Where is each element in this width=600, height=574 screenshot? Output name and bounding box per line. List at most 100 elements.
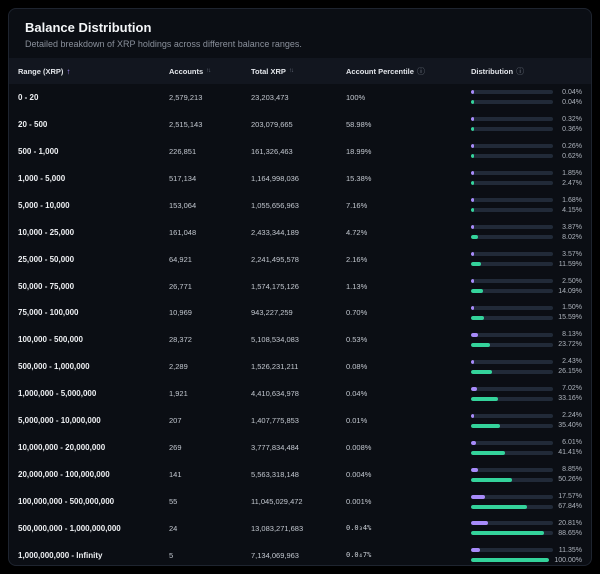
cumulative-bar-track — [471, 369, 553, 374]
distribution-cell: 17.57% 67.84% — [471, 493, 582, 510]
account-percentile-cell: 0.008% — [346, 443, 372, 453]
cumulative-bar-fill — [471, 127, 474, 132]
table-row[interactable]: 5,000 - 10,000 153,064 1,055,656,963 7.1… — [9, 192, 591, 219]
cumulative-bar-row: 0.04% — [471, 99, 582, 106]
column-header-range-label: Range (XRP) — [18, 66, 64, 76]
table-row[interactable]: 10,000 - 25,000 161,048 2,433,344,189 4.… — [9, 219, 591, 246]
cumulative-bar-fill — [471, 181, 474, 186]
share-percent-label: 3.57% — [562, 250, 582, 258]
table-row[interactable]: 20 - 500 2,515,143 203,079,665 58.98% 0.… — [9, 111, 591, 138]
share-percent-label: 2.50% — [562, 277, 582, 285]
distribution-cell: 8.85% 50.26% — [471, 466, 582, 483]
share-bar-track — [471, 90, 553, 95]
cumulative-percent-label: 50.26% — [558, 476, 582, 484]
share-bar-track — [471, 413, 553, 418]
share-percent-label: 0.26% — [562, 142, 582, 150]
share-bar-fill — [471, 521, 489, 526]
share-bar-track — [471, 117, 553, 122]
account-percentile-cell: 4.72% — [346, 227, 368, 237]
distribution-cell: 6.01% 41.41% — [471, 439, 582, 456]
table-row[interactable]: 1,000,000,000 - Infinity 5 7,134,069,963… — [9, 542, 591, 565]
cumulative-bar-fill — [471, 504, 527, 509]
column-header-accounts-label: Accounts — [169, 66, 204, 76]
distribution-cell: 8.13% 23.72% — [471, 331, 582, 348]
share-bar-fill — [471, 332, 478, 337]
share-bar-row: 1.50% — [471, 304, 582, 311]
column-header-range[interactable]: Range (XRP) ↑ — [18, 67, 169, 76]
share-bar-row: 8.13% — [471, 331, 582, 338]
table-row[interactable]: 5,000,000 - 10,000,000 207 1,407,775,853… — [9, 407, 591, 434]
cumulative-percent-label: 0.04% — [562, 98, 582, 106]
card-header: Balance Distribution Detailed breakdown … — [9, 9, 591, 58]
distribution-cell: 3.87% 8.02% — [471, 224, 582, 241]
total-xrp-cell: 161,326,463 — [251, 146, 293, 156]
share-bar-row: 17.57% — [471, 493, 582, 500]
share-percent-label: 11.35% — [558, 546, 582, 554]
distribution-cell: 1.68% 4.15% — [471, 197, 582, 214]
share-bar-track — [471, 359, 553, 364]
account-percentile-cell: 0.004% — [346, 470, 372, 480]
cumulative-bar-track — [471, 477, 553, 482]
column-header-account-percentile: Account Percentile ⓘ — [346, 66, 471, 77]
table-row[interactable]: 25,000 - 50,000 64,921 2,241,495,578 2.1… — [9, 246, 591, 273]
cumulative-bar-row: 41.41% — [471, 449, 582, 456]
cumulative-bar-fill — [471, 396, 499, 401]
accounts-cell: 1,921 — [169, 389, 188, 399]
sort-icon[interactable]: ↑↓ — [288, 68, 294, 74]
table-row[interactable]: 1,000 - 5,000 517,134 1,164,998,036 15.3… — [9, 165, 591, 192]
cumulative-bar-fill — [471, 558, 550, 563]
cumulative-bar-row: 0.62% — [471, 153, 582, 160]
cumulative-bar-row: 2.47% — [471, 180, 582, 187]
range-cell: 100,000,000 - 500,000,000 — [18, 497, 115, 507]
distribution-cell: 2.43% 26.15% — [471, 358, 582, 375]
share-percent-label: 8.85% — [562, 466, 582, 474]
column-header-accounts[interactable]: Accounts ↑↓ — [169, 67, 251, 76]
sort-icon[interactable]: ↑↓ — [206, 68, 211, 74]
table-row[interactable]: 20,000,000 - 100,000,000 141 5,563,318,1… — [9, 461, 591, 488]
table-row[interactable]: 100,000 - 500,000 28,372 5,108,534,083 0… — [9, 326, 591, 353]
info-icon[interactable]: ⓘ — [516, 66, 525, 76]
sort-ascending-icon[interactable]: ↑ — [66, 66, 71, 76]
share-bar-fill — [471, 225, 475, 230]
table-row[interactable]: 100,000,000 - 500,000,000 55 11,045,029,… — [9, 488, 591, 515]
table-row[interactable]: 1,000,000 - 5,000,000 1,921 4,410,634,97… — [9, 380, 591, 407]
account-percentile-cell: 58.98% — [346, 119, 372, 129]
cumulative-percent-label: 14.09% — [558, 287, 582, 295]
table-row[interactable]: 500,000 - 1,000,000 2,289 1,526,231,211 … — [9, 353, 591, 380]
table-row[interactable]: 10,000,000 - 20,000,000 269 3,777,834,48… — [9, 434, 591, 461]
cumulative-bar-track — [471, 423, 553, 428]
share-percent-label: 6.01% — [562, 439, 582, 447]
total-xrp-cell: 11,045,029,472 — [251, 497, 303, 507]
column-header-account-percentile-label: Account Percentile — [346, 66, 414, 76]
cumulative-bar-fill — [471, 315, 484, 320]
share-bar-track — [471, 252, 553, 257]
accounts-cell: 2,289 — [169, 362, 188, 372]
cumulative-bar-fill — [471, 289, 483, 294]
cumulative-bar-row: 50.26% — [471, 476, 582, 483]
share-bar-row: 0.04% — [471, 89, 582, 96]
page-title: Balance Distribution — [25, 20, 152, 35]
share-bar-row: 3.87% — [471, 224, 582, 231]
table-row[interactable]: 75,000 - 100,000 10,969 943,227,259 0.70… — [9, 300, 591, 327]
cumulative-bar-fill — [471, 154, 474, 159]
share-bar-fill — [471, 548, 481, 553]
table-row[interactable]: 500,000,000 - 1,000,000,000 24 13,083,27… — [9, 515, 591, 542]
column-header-total-xrp[interactable]: Total XRP ↑↓ — [251, 67, 346, 76]
account-percentile-cell: 0.04% — [346, 389, 368, 399]
share-bar-track — [471, 225, 553, 230]
total-xrp-cell: 5,108,534,083 — [251, 335, 299, 345]
info-icon[interactable]: ⓘ — [416, 66, 425, 76]
share-bar-row: 3.57% — [471, 251, 582, 258]
column-header-distribution: Distribution ⓘ — [471, 66, 582, 77]
table-header-row: Range (XRP) ↑ Accounts ↑↓ Total XRP ↑↓ A… — [9, 58, 591, 84]
account-percentile-cell: 0.0₃4% — [346, 524, 372, 533]
table-row[interactable]: 50,000 - 75,000 26,771 1,574,175,126 1.1… — [9, 273, 591, 300]
table-row[interactable]: 500 - 1,000 226,851 161,326,463 18.99% 0… — [9, 138, 591, 165]
table-row[interactable]: 0 - 20 2,579,213 23,203,473 100% 0.04% 0… — [9, 84, 591, 111]
cumulative-bar-fill — [471, 423, 501, 428]
share-bar-fill — [471, 144, 474, 149]
distribution-cell: 1.50% 15.59% — [471, 304, 582, 321]
cumulative-bar-track — [471, 289, 553, 294]
cumulative-bar-row: 11.59% — [471, 261, 582, 268]
distribution-cell: 11.35% 100.00% — [471, 547, 582, 564]
